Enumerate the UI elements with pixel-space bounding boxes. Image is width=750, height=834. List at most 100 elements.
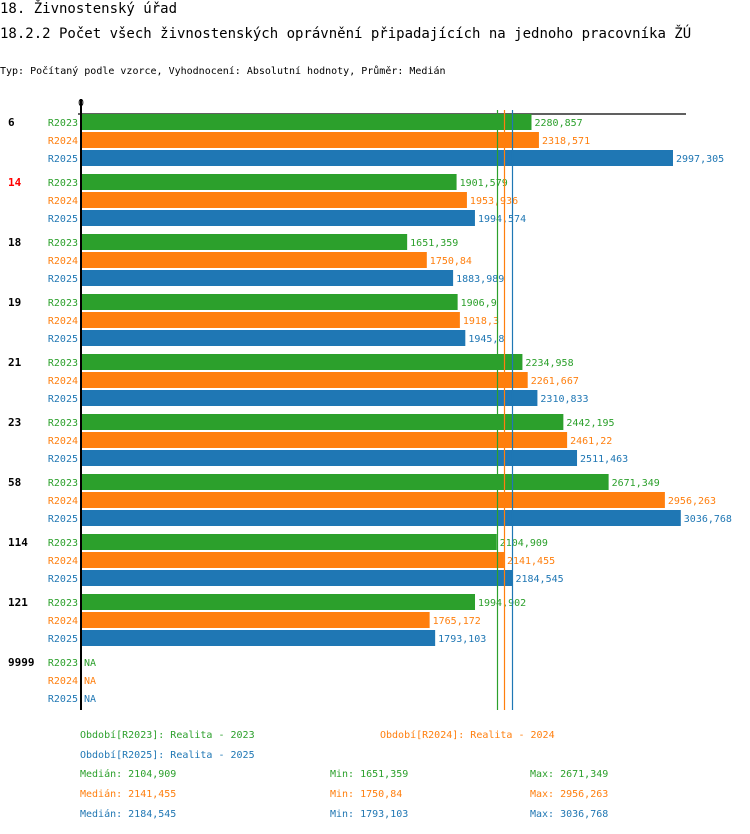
data-label: 1793,103 (438, 634, 486, 645)
bar (81, 312, 460, 328)
data-label: 2511,463 (580, 454, 628, 465)
legend-item: Období[R2023]: Realita - 2023 (80, 730, 255, 741)
bar (81, 270, 454, 286)
category-label: 114 (8, 536, 28, 549)
legend-item: Období[R2024]: Realita - 2024 (380, 730, 555, 741)
data-label: 2442,195 (566, 418, 614, 429)
category-label: 14 (8, 176, 22, 189)
data-label: 1906,9 (461, 298, 497, 309)
data-label: 2956,263 (668, 496, 716, 507)
series-label: R2025 (48, 694, 78, 705)
bar (81, 414, 564, 430)
series-label: R2025 (48, 574, 78, 585)
series-label: R2024 (48, 616, 78, 627)
data-label: 1765,172 (433, 616, 481, 627)
bar (81, 294, 458, 310)
stat-min: Min: 1651,359 (330, 769, 409, 780)
category-label: 121 (8, 596, 28, 609)
series-label: R2024 (48, 676, 78, 687)
bar (81, 570, 513, 586)
chart-subtitle: Typ: Počítaný podle vzorce, Vyhodnocení:… (0, 66, 446, 77)
series-label: R2024 (48, 496, 78, 507)
stat-min: Min: 1750,84 (330, 789, 403, 800)
data-label: 2234,958 (525, 358, 573, 369)
bar (81, 534, 497, 550)
bar (81, 150, 673, 166)
data-label: 3036,768 (684, 514, 732, 525)
bar (81, 234, 408, 250)
data-label-na: NA (84, 676, 96, 687)
series-label: R2023 (48, 598, 78, 609)
series-label: R2024 (48, 136, 78, 147)
bar (81, 252, 427, 268)
category-label: 19 (8, 296, 21, 309)
series-label: R2025 (48, 394, 78, 405)
data-label: 1750,84 (430, 256, 472, 267)
bar (81, 330, 466, 346)
series-label: R2024 (48, 256, 78, 267)
bar (81, 192, 467, 208)
stat-median: Medián: 2141,455 (80, 789, 177, 800)
series-label: R2025 (48, 274, 78, 285)
series-label: R2025 (48, 634, 78, 645)
data-label: 2141,455 (507, 556, 555, 567)
bar (81, 354, 523, 370)
series-label: R2023 (48, 358, 78, 369)
data-label: 2104,909 (500, 538, 548, 549)
series-label: R2023 (48, 238, 78, 249)
bar (81, 612, 430, 628)
data-label: 2310,833 (540, 394, 588, 405)
stat-min: Min: 1793,103 (330, 809, 409, 820)
series-label: R2025 (48, 514, 78, 525)
data-label: 1651,359 (410, 238, 458, 249)
bar (81, 552, 504, 568)
series-label: R2025 (48, 154, 78, 165)
bar (81, 390, 538, 406)
data-label-na: NA (84, 658, 96, 669)
bar (81, 132, 539, 148)
bar (81, 450, 578, 466)
data-label: 2461,22 (570, 436, 612, 447)
section-title: 18. Živnostenský úřad (0, 1, 178, 17)
bar (81, 492, 665, 508)
bar (81, 372, 528, 388)
data-label: 2997,305 (676, 154, 724, 165)
data-label: 2671,349 (612, 478, 660, 489)
legend-item: Období[R2025]: Realita - 2025 (80, 750, 255, 761)
bar (81, 174, 457, 190)
series-label: R2023 (48, 658, 78, 669)
series-label: R2024 (48, 556, 78, 567)
stat-max: Max: 2956,263 (530, 789, 609, 800)
data-label: 2280,857 (534, 118, 582, 129)
category-label: 21 (8, 356, 22, 369)
series-label: R2024 (48, 316, 78, 327)
stat-median: Medián: 2184,545 (80, 809, 177, 820)
series-label: R2023 (48, 178, 78, 189)
series-label: R2025 (48, 334, 78, 345)
series-label: R2024 (48, 196, 78, 207)
bar (81, 432, 568, 448)
data-label: 2318,571 (542, 136, 590, 147)
series-label: R2023 (48, 298, 78, 309)
series-label: R2023 (48, 418, 78, 429)
series-label: R2025 (48, 454, 78, 465)
stat-max: Max: 2671,349 (530, 769, 609, 780)
category-label: 58 (8, 476, 21, 489)
category-label: 9999 (8, 656, 35, 669)
category-label: 6 (8, 116, 15, 129)
category-label: 23 (8, 416, 21, 429)
bar (81, 210, 475, 226)
data-label: 1901,579 (460, 178, 508, 189)
chart-title: 18.2.2 Počet všech živnostenských oprávn… (0, 26, 692, 42)
bar (81, 114, 532, 130)
data-label: 1883,989 (456, 274, 504, 285)
bar (81, 474, 609, 490)
series-label: R2023 (48, 118, 78, 129)
series-label: R2024 (48, 436, 78, 447)
data-label: 1953,936 (470, 196, 518, 207)
data-label: 1945,8 (468, 334, 504, 345)
data-label: 1918,3 (463, 316, 499, 327)
series-label: R2023 (48, 538, 78, 549)
stat-max: Max: 3036,768 (530, 809, 609, 820)
